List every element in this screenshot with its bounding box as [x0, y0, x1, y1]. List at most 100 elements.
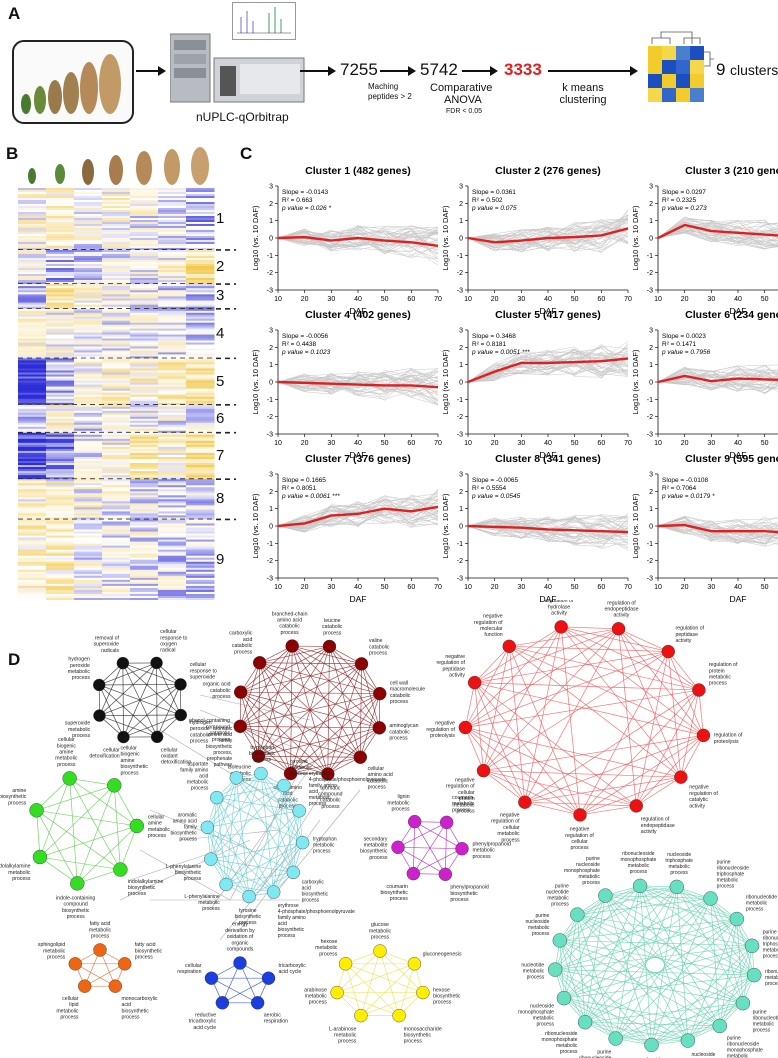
gene-trace	[277, 380, 439, 395]
heatmap-cell	[74, 428, 103, 432]
gene-trace	[657, 516, 778, 542]
heatmap-cell	[46, 261, 75, 265]
heatmap-cell	[130, 265, 159, 269]
heatmap-cell	[158, 300, 187, 303]
heatmap-cell	[158, 597, 187, 600]
node-label: lignin metabolic process	[387, 794, 410, 812]
heatmap-cell	[18, 571, 47, 575]
chart-title: Cluster 7 (376 genes)	[305, 453, 411, 465]
heatmap-cell	[130, 272, 159, 275]
heatmap-cell	[130, 267, 159, 271]
heatmap-cell	[130, 286, 159, 289]
heatmap-cell	[130, 497, 159, 500]
heatmap-cell	[130, 374, 159, 377]
heatmap-cell	[186, 412, 215, 416]
heatmap-cell	[74, 374, 103, 377]
heatmap-cell	[102, 390, 131, 394]
heatmap-cell	[18, 344, 47, 347]
heatmap-cell	[18, 316, 47, 320]
network-edge	[465, 628, 619, 728]
heatmap-cell	[130, 491, 159, 494]
network-edge	[639, 885, 755, 976]
gene-trace	[657, 364, 778, 383]
heatmap-cell	[46, 278, 75, 281]
x-tick-label: 10	[464, 440, 472, 447]
heatmap-cell	[18, 551, 47, 554]
network-node	[285, 639, 299, 653]
heatmap-cell	[158, 591, 187, 595]
heatmap-cell	[158, 241, 187, 245]
network-edge	[259, 662, 380, 729]
gene-trace	[277, 496, 439, 529]
heatmap-cell	[158, 292, 187, 295]
heatmap-cell	[102, 239, 131, 243]
heatmap-cell	[46, 394, 75, 398]
y-tick-label: 0	[649, 380, 653, 387]
heatmap-cell	[102, 444, 131, 448]
heatmap-cell	[158, 545, 187, 548]
heatmap-cell	[74, 269, 103, 273]
gene-trace	[467, 348, 629, 383]
network-node	[215, 996, 230, 1010]
heatmap-cell	[74, 585, 103, 589]
heatmap-cell	[130, 579, 159, 583]
cluster-number-label: 9	[216, 550, 225, 568]
heatmap-cell	[46, 288, 75, 291]
heatmap-cell	[158, 318, 187, 322]
heatmap-cell	[102, 557, 131, 561]
heatmap-cell	[46, 442, 75, 446]
heatmap-cell	[130, 346, 159, 349]
heatmap-cell	[18, 434, 47, 438]
heatmap-cell	[102, 529, 131, 532]
y-tick-label: -3	[457, 288, 463, 295]
heatmap-cell	[46, 422, 75, 426]
network-edge	[99, 684, 181, 716]
gene-trace	[277, 227, 439, 258]
x-tick-label: 60	[597, 296, 605, 303]
y-tick-label: 1	[459, 218, 463, 225]
heatmap-cell	[102, 559, 131, 563]
node-label: L-phenylalanine metabolic process	[184, 894, 220, 912]
heatmap-cell	[186, 380, 215, 383]
heatmap-cell	[74, 193, 103, 197]
heatmap-cell	[102, 489, 131, 492]
heatmap-cell	[102, 463, 131, 466]
heatmap-cell	[18, 320, 47, 323]
heatmap-cell	[158, 326, 187, 329]
heatmap-cell	[158, 348, 187, 351]
heatmap-cell	[46, 237, 75, 241]
heatmap-cell	[158, 515, 187, 518]
x-axis-label: DAF	[540, 450, 557, 460]
network-edge	[216, 785, 285, 798]
heatmap-cell	[18, 589, 47, 593]
heatmap-cell	[74, 513, 103, 516]
heatmap-cell	[186, 225, 215, 229]
node-label: aminoglycan catabolic process	[389, 723, 418, 741]
heatmap-cell	[158, 587, 187, 591]
node-label: monosaccharide biosynthetic process	[404, 1026, 442, 1044]
anova-line2: ANOVA	[444, 94, 482, 106]
x-tick-label: 30	[517, 440, 525, 447]
network-edge	[577, 914, 753, 947]
network-edge	[84, 963, 125, 987]
arrow-4-icon	[462, 64, 498, 83]
network-edge	[584, 885, 641, 1023]
network-edge	[269, 789, 361, 901]
y-tick-label: 2	[649, 489, 653, 496]
y-tick-label: 2	[649, 345, 653, 352]
heatmap-cell	[102, 555, 131, 559]
heatmap-cell	[74, 529, 103, 532]
heatmap-cell	[186, 571, 215, 575]
p-value-label: p value = 0.075	[471, 205, 517, 212]
network-edge	[465, 689, 699, 728]
heatmap-cell	[130, 330, 159, 333]
network-edge	[216, 797, 250, 897]
heatmap-cell	[186, 308, 215, 312]
network-edge	[465, 727, 526, 803]
network-edge	[207, 827, 274, 893]
heatmap-cell	[102, 386, 131, 389]
node-label: purine ribonucleoside monophosphate metabol…	[727, 1035, 763, 1058]
network-edge	[563, 886, 678, 999]
heatmap-cell	[18, 376, 47, 379]
gene-trace	[657, 525, 778, 543]
